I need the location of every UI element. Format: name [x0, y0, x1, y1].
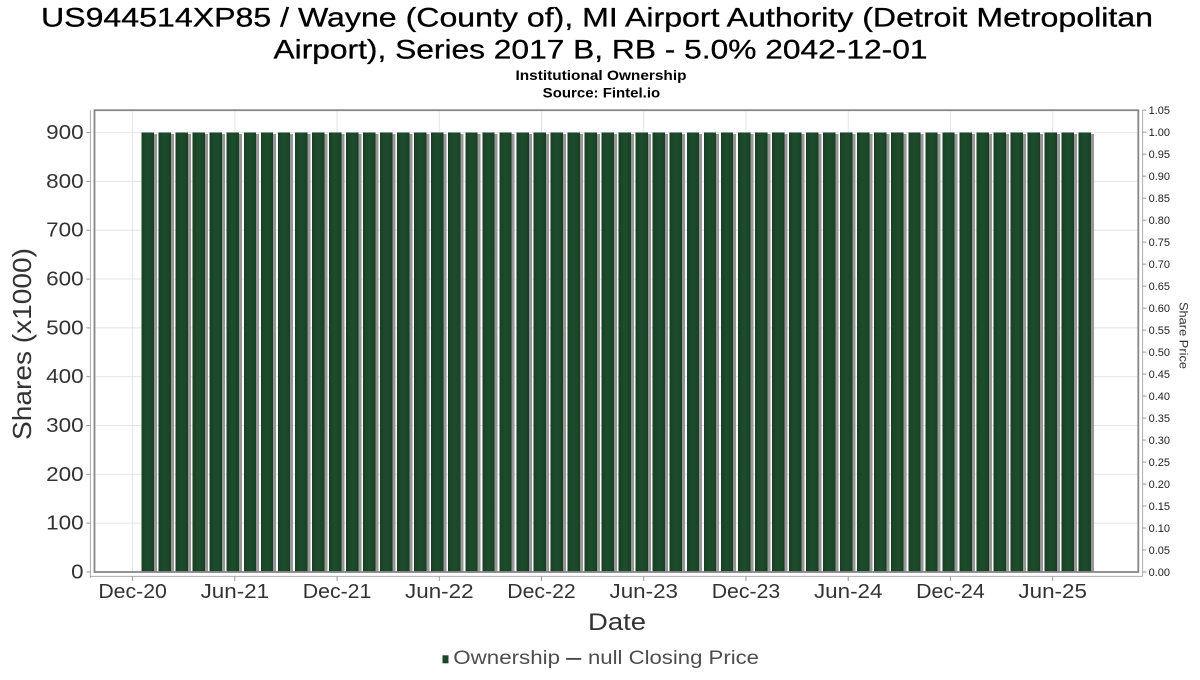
svg-text:100: 100	[46, 513, 84, 535]
svg-text:0.00: 0.00	[1149, 567, 1170, 579]
svg-text:0.10: 0.10	[1149, 523, 1170, 535]
svg-text:0.60: 0.60	[1149, 303, 1170, 315]
svg-text:0.70: 0.70	[1149, 259, 1170, 271]
svg-text:Source: Fintel.io: Source: Fintel.io	[543, 85, 661, 101]
svg-text:0.80: 0.80	[1149, 215, 1170, 227]
svg-text:800: 800	[46, 171, 84, 193]
svg-text:0.55: 0.55	[1149, 325, 1170, 337]
svg-text:Jun-21: Jun-21	[201, 581, 270, 603]
svg-text:0.95: 0.95	[1149, 149, 1170, 161]
svg-text:0.90: 0.90	[1149, 171, 1170, 183]
svg-text:Institutional Ownership: Institutional Ownership	[516, 67, 687, 83]
svg-text:Share Price: Share Price	[1176, 302, 1190, 369]
svg-text:400: 400	[46, 366, 84, 388]
svg-text:Date: Date	[588, 609, 646, 636]
svg-text:Ownership: Ownership	[453, 648, 560, 669]
svg-text:Dec-21: Dec-21	[303, 581, 372, 603]
svg-text:1.05: 1.05	[1149, 105, 1170, 117]
svg-text:0.45: 0.45	[1149, 369, 1170, 381]
svg-text:US944514XP85 / Wayne (County o: US944514XP85 / Wayne (County of), MI Air…	[41, 3, 1153, 33]
svg-text:900: 900	[46, 122, 84, 144]
svg-text:500: 500	[46, 317, 84, 339]
svg-text:0.15: 0.15	[1149, 501, 1170, 513]
svg-text:0.35: 0.35	[1149, 413, 1170, 425]
svg-text:0.50: 0.50	[1149, 347, 1170, 359]
svg-text:0.30: 0.30	[1149, 435, 1170, 447]
svg-text:Dec-22: Dec-22	[507, 581, 576, 603]
svg-text:0.05: 0.05	[1149, 545, 1170, 557]
svg-text:700: 700	[46, 220, 84, 242]
svg-text:1.00: 1.00	[1149, 127, 1170, 139]
svg-text:Dec-20: Dec-20	[98, 581, 167, 603]
svg-text:0.40: 0.40	[1149, 391, 1170, 403]
svg-text:Jun-23: Jun-23	[610, 581, 679, 603]
svg-text:Dec-24: Dec-24	[916, 581, 985, 603]
svg-text:200: 200	[46, 464, 84, 486]
svg-text:0.65: 0.65	[1149, 281, 1170, 293]
svg-text:Jun-24: Jun-24	[814, 581, 883, 603]
svg-text:0: 0	[71, 562, 83, 584]
svg-text:Jun-22: Jun-22	[405, 581, 474, 603]
svg-text:0.25: 0.25	[1149, 457, 1170, 469]
svg-text:null Closing Price: null Closing Price	[588, 648, 759, 669]
svg-text:0.85: 0.85	[1149, 193, 1170, 205]
svg-text:300: 300	[46, 415, 84, 437]
svg-text:Dec-23: Dec-23	[712, 581, 781, 603]
svg-text:0.75: 0.75	[1149, 237, 1170, 249]
svg-text:Shares (x1000): Shares (x1000)	[7, 248, 37, 440]
svg-text:600: 600	[46, 269, 84, 291]
svg-text:Jun-25: Jun-25	[1018, 581, 1087, 603]
svg-text:0.20: 0.20	[1149, 479, 1170, 491]
svg-text:Airport), Series 2017 B, RB -: Airport), Series 2017 B, RB - 5.0% 2042-…	[274, 35, 928, 65]
